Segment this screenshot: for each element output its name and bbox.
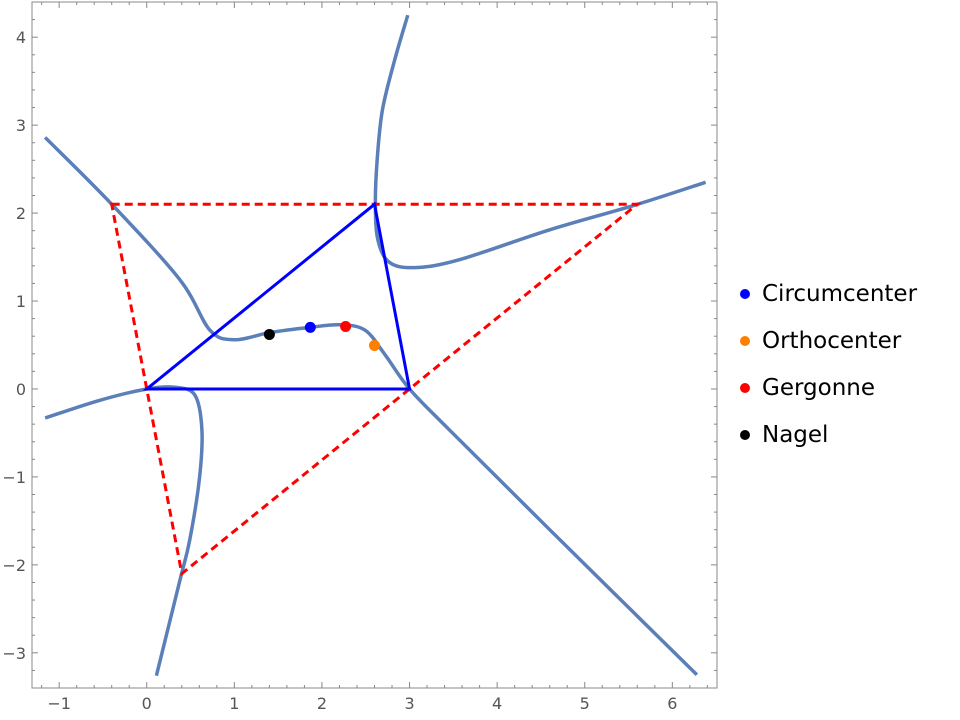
point-orthocenter	[369, 339, 380, 351]
y-tick-label: 0	[16, 380, 26, 399]
legend-marker	[740, 429, 750, 440]
point-gergonne	[340, 321, 352, 333]
legend-marker	[740, 382, 750, 393]
legend-item-gergonne: Gergonne	[740, 364, 917, 411]
legend-item-nagel: Nagel	[740, 411, 917, 458]
y-tick-label: 3	[16, 116, 26, 135]
y-tick-label: −1	[2, 468, 26, 487]
legend-label: Gergonne	[762, 374, 876, 401]
y-tick-label: 1	[16, 292, 26, 311]
legend-marker	[740, 288, 750, 299]
curve-2	[373, 14, 707, 270]
point-nagel	[263, 328, 275, 340]
x-tick-label: 3	[404, 694, 414, 713]
x-tick-label: 1	[229, 694, 239, 713]
legend-item-orthocenter: Orthocenter	[740, 317, 917, 364]
x-tick-label: 4	[492, 694, 502, 713]
y-tick-label: 4	[16, 28, 26, 47]
legend: Circumcenter Orthocenter Gergonne Nagel	[740, 270, 917, 458]
legend-label: Nagel	[762, 421, 829, 448]
y-tick-label: −3	[2, 644, 26, 663]
y-tick-label: 2	[16, 204, 26, 223]
triangle	[142, 201, 412, 391]
plot-area: −1 0 1 2 3 4 5 6 −3 −2 −1 0 1 2 3 4	[2, 1, 718, 713]
x-tick-label: 0	[142, 694, 152, 713]
legend-label: Circumcenter	[762, 280, 918, 307]
x-tick-label: 6	[667, 694, 677, 713]
y-tick-label: −2	[2, 556, 26, 575]
legend-item-circumcenter: Circumcenter	[740, 270, 917, 317]
legend-label: Orthocenter	[762, 327, 902, 354]
x-tick-label: −1	[47, 694, 71, 713]
point-circumcenter	[304, 321, 316, 333]
x-tick-label: 5	[580, 694, 590, 713]
legend-marker	[740, 335, 750, 346]
curve-0	[43, 136, 699, 677]
x-tick-label: 2	[317, 694, 327, 713]
curve-1	[44, 384, 204, 677]
